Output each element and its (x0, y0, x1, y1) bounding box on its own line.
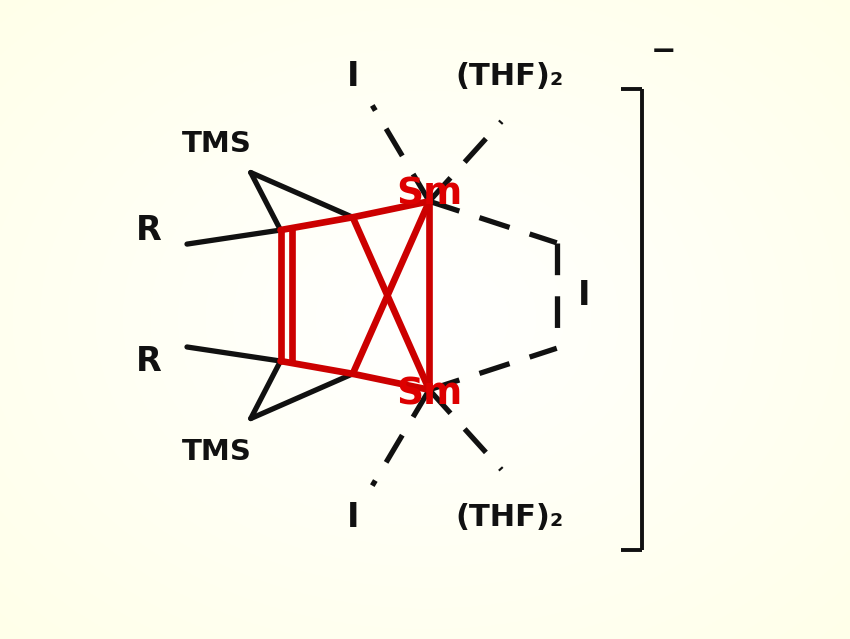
Text: TMS: TMS (182, 130, 252, 158)
Text: I: I (578, 279, 591, 312)
Text: I: I (347, 501, 359, 534)
Text: −: − (650, 36, 676, 66)
Text: (THF)₂: (THF)₂ (456, 62, 564, 91)
Text: TMS: TMS (182, 438, 252, 466)
Text: (THF)₂: (THF)₂ (456, 503, 564, 532)
Text: R: R (136, 344, 162, 378)
Text: I: I (347, 60, 359, 93)
Text: Sm: Sm (396, 376, 462, 412)
Text: Sm: Sm (396, 177, 462, 213)
Text: R: R (136, 213, 162, 247)
